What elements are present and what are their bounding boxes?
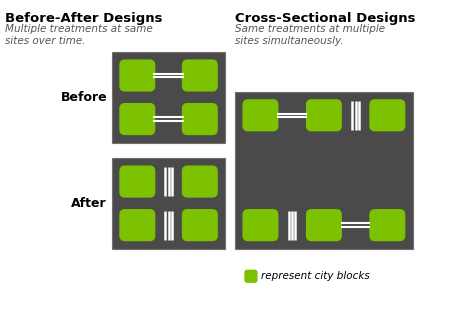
Text: Before-After Designs: Before-After Designs [5,12,162,25]
Text: Same treatments at multiple
sites simultaneously.: Same treatments at multiple sites simult… [235,24,385,46]
Text: represent city blocks: represent city blocks [261,271,370,281]
FancyBboxPatch shape [243,99,279,131]
Text: After: After [72,197,107,210]
FancyBboxPatch shape [119,59,155,92]
Bar [112,158,225,249]
Text: Multiple treatments at same
sites over time.: Multiple treatments at same sites over t… [5,24,153,46]
Bar [112,52,225,143]
FancyBboxPatch shape [182,165,218,198]
FancyBboxPatch shape [306,99,342,131]
FancyBboxPatch shape [182,103,218,135]
FancyBboxPatch shape [306,209,342,241]
FancyBboxPatch shape [243,209,279,241]
Text: Cross-Sectional Designs: Cross-Sectional Designs [235,12,415,25]
Text: Before: Before [60,91,107,104]
FancyBboxPatch shape [369,99,405,131]
FancyBboxPatch shape [244,270,257,283]
FancyBboxPatch shape [119,209,155,241]
Bar [235,92,413,249]
FancyBboxPatch shape [182,209,218,241]
FancyBboxPatch shape [182,59,218,92]
FancyBboxPatch shape [119,103,155,135]
FancyBboxPatch shape [369,209,405,241]
FancyBboxPatch shape [119,165,155,198]
